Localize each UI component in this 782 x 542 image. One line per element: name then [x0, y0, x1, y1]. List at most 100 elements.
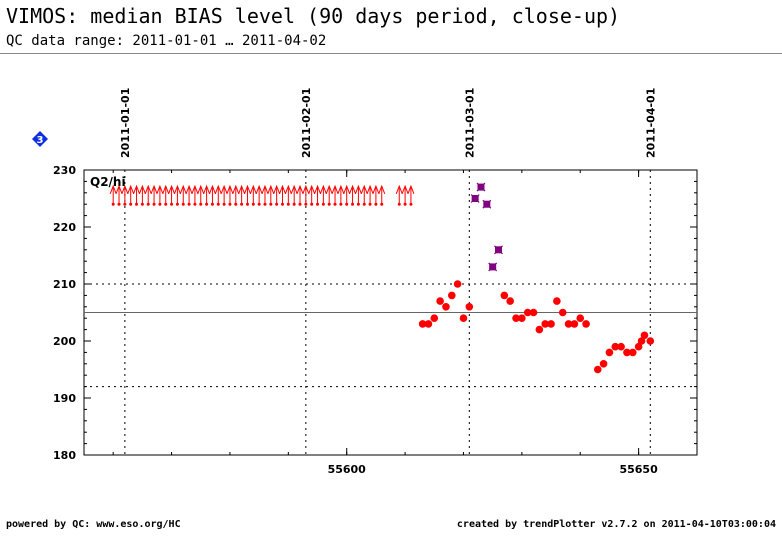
data-point [500, 291, 509, 300]
out-of-range-arrowhead [191, 184, 199, 194]
date-marker-label: 2011-04-01 [644, 88, 657, 158]
data-point [541, 320, 550, 328]
out-of-range-marker [380, 202, 384, 206]
data-point [558, 308, 567, 317]
out-of-range-marker [193, 202, 197, 206]
out-of-range-marker [170, 202, 174, 206]
badge-icon: 3 [32, 131, 48, 147]
out-of-range-arrowhead [133, 184, 141, 194]
out-of-range-arrowhead [319, 184, 327, 194]
data-point [523, 308, 532, 317]
out-of-range-arrowhead [144, 184, 152, 194]
data-point [459, 314, 468, 323]
out-of-range-marker [263, 202, 267, 206]
data-point [547, 320, 555, 328]
out-of-range-marker [280, 202, 284, 206]
out-of-range-marker [123, 202, 127, 206]
footer-powered-by: powered by QC: www.eso.org/HC [6, 519, 181, 530]
out-of-range-arrowhead [150, 184, 158, 194]
out-of-range-arrowhead [238, 184, 246, 194]
out-of-range-marker [292, 202, 296, 206]
out-of-range-marker [374, 202, 378, 206]
y-tick-label: 200 [53, 335, 76, 348]
data-point [535, 325, 544, 334]
out-of-range-marker [135, 202, 139, 206]
footer-created-by: created by trendPlotter v2.7.2 on 2011-0… [456, 519, 776, 530]
y-tick-label: 180 [53, 449, 76, 462]
out-of-range-marker [333, 202, 337, 206]
y-tick-label: 210 [53, 278, 76, 291]
out-of-range-marker [111, 202, 115, 206]
data-point [593, 365, 602, 374]
out-of-range-marker [140, 202, 144, 206]
out-of-range-arrowhead [244, 184, 251, 194]
out-of-range-arrowhead [284, 184, 292, 194]
out-of-range-arrowhead [296, 184, 304, 194]
date-marker-label: 2011-02-01 [300, 88, 313, 158]
out-of-range-arrowhead [220, 184, 228, 194]
out-of-range-marker [117, 202, 121, 206]
out-of-range-marker [321, 202, 325, 206]
data-point [430, 314, 439, 323]
out-of-range-marker [345, 202, 349, 206]
data-point [628, 348, 637, 357]
highlight-marker-cross [488, 262, 498, 272]
out-of-range-marker [304, 202, 308, 206]
chart-title: VIMOS: median BIAS level (90 days period… [6, 4, 621, 28]
data-point [442, 303, 450, 311]
out-of-range-arrowhead [138, 184, 146, 194]
out-of-range-arrowhead [308, 184, 316, 194]
y-tick-label: 220 [53, 221, 76, 234]
out-of-range-marker [327, 202, 331, 206]
data-point [570, 320, 579, 328]
out-of-range-marker [199, 202, 203, 206]
out-of-range-marker [310, 202, 314, 206]
data-point [448, 291, 456, 300]
out-of-range-marker [362, 202, 366, 206]
out-of-range-arrowhead [255, 184, 263, 194]
out-of-range-arrowhead [249, 184, 257, 194]
data-point [605, 348, 614, 357]
out-of-range-arrowhead [208, 184, 216, 194]
y-tick-label: 190 [53, 392, 76, 405]
out-of-range-arrowhead [109, 184, 117, 194]
out-of-range-arrowhead [354, 184, 362, 194]
plot-area: 2011-01-01 2011-02-01 2011-03-01 2011-04-01… [53, 88, 698, 476]
date-marker-label: 2011-01-01 [119, 88, 132, 158]
data-point [640, 331, 649, 340]
panel-label: Q2/hi [90, 175, 126, 189]
out-of-range-marker [269, 202, 273, 206]
data-point [529, 308, 538, 317]
out-of-range-arrowhead [302, 184, 310, 194]
data-point [465, 303, 474, 311]
out-of-range-arrowhead [179, 184, 187, 194]
out-of-range-arrowhead [267, 184, 275, 194]
out-of-range-marker [245, 202, 249, 206]
out-of-range-arrowhead [197, 184, 205, 194]
data-point [418, 320, 427, 328]
out-of-range-marker [257, 202, 261, 206]
out-of-range-marker [351, 202, 355, 206]
data-point [623, 348, 631, 357]
out-of-range-marker [409, 202, 413, 206]
out-of-range-arrowhead [156, 184, 164, 194]
out-of-range-marker [158, 202, 162, 206]
badge-number: 3 [37, 135, 44, 146]
out-of-range-arrowhead [162, 184, 170, 194]
highlight-marker-cross [494, 245, 503, 255]
date-marker-label: 2011-03-01 [463, 88, 476, 158]
out-of-range-arrowhead [407, 184, 415, 194]
out-of-range-marker [210, 202, 214, 206]
out-of-range-marker [403, 202, 407, 206]
out-of-range-marker [368, 202, 372, 206]
out-of-range-arrowhead [337, 184, 345, 194]
data-point [518, 314, 526, 323]
out-of-range-marker [316, 202, 320, 206]
out-of-range-marker [129, 202, 133, 206]
highlight-marker-cross [476, 182, 486, 192]
out-of-range-marker [275, 202, 279, 206]
data-point [646, 337, 655, 345]
out-of-range-marker [164, 202, 168, 206]
out-of-range-arrowhead [273, 184, 281, 194]
highlight-marker-cross [470, 194, 480, 203]
